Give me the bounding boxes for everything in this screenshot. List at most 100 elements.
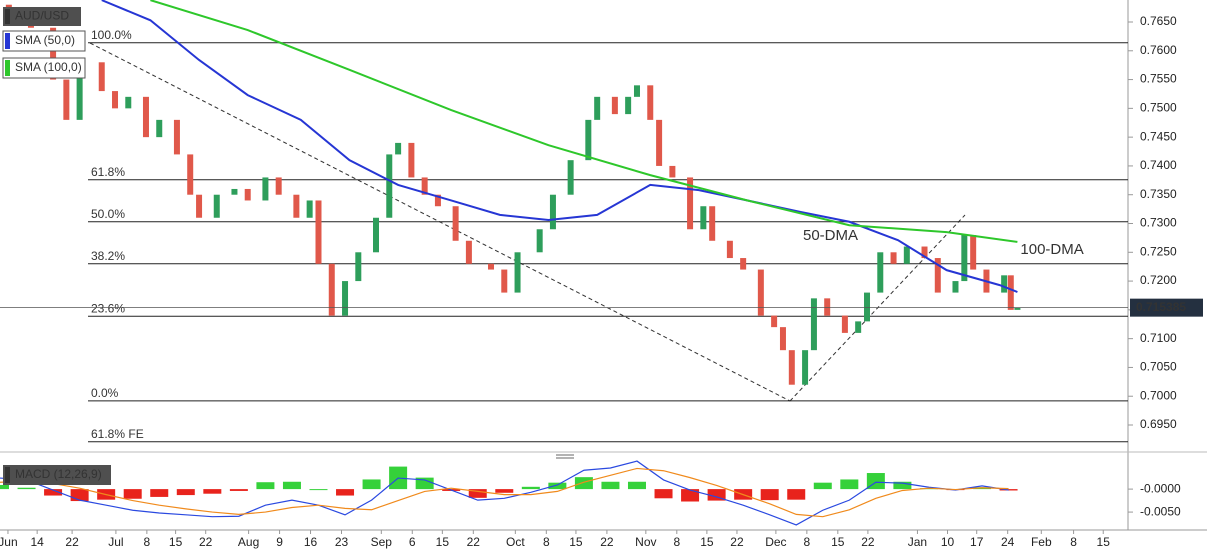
panel-grip[interactable] xyxy=(556,454,574,459)
candle xyxy=(112,91,119,109)
candle xyxy=(408,142,415,178)
histogram-bar xyxy=(627,481,646,490)
histogram-bar xyxy=(309,489,328,491)
candle xyxy=(824,298,831,316)
histogram-bar xyxy=(468,489,487,498)
y-tick-label: 0.7100 xyxy=(1140,331,1177,345)
histogram-bar xyxy=(415,477,434,490)
x-tick-label: 14 xyxy=(30,535,44,549)
histogram-bar xyxy=(17,487,36,490)
legend-swatch xyxy=(5,9,10,24)
candle xyxy=(779,327,786,351)
histogram-bar xyxy=(44,489,63,496)
ma-label: 50-DMA xyxy=(803,227,858,244)
histogram-bar xyxy=(123,489,142,499)
candle xyxy=(726,240,733,259)
last-price-box xyxy=(1130,298,1203,317)
y-tick-label: 0.6950 xyxy=(1140,417,1177,431)
histogram-bar xyxy=(574,477,593,490)
candle xyxy=(196,194,203,218)
histogram-bar xyxy=(548,482,567,490)
candle xyxy=(585,119,592,161)
candle xyxy=(173,119,180,155)
candle xyxy=(647,85,654,120)
fib-label: 61.8% FE xyxy=(91,427,144,441)
candle xyxy=(855,321,862,333)
candle xyxy=(514,252,521,293)
x-tick-label: 22 xyxy=(467,535,481,549)
candle xyxy=(802,350,809,385)
candle xyxy=(788,350,795,385)
histogram-bar xyxy=(362,479,381,490)
candle xyxy=(1001,275,1008,293)
x-tick-label: Jun xyxy=(0,535,18,549)
candle xyxy=(709,206,716,241)
candle xyxy=(501,269,508,293)
candle xyxy=(549,194,556,230)
candle xyxy=(567,160,574,195)
histogram-bar xyxy=(495,489,514,493)
macd-panel xyxy=(0,460,1018,526)
y-tick-label: 0.7400 xyxy=(1140,158,1177,172)
candle xyxy=(125,96,132,109)
candle xyxy=(961,235,968,282)
candle xyxy=(633,85,640,97)
macd-title: MACD (12,26,9) xyxy=(15,467,102,481)
legend-swatch xyxy=(5,467,10,483)
fib-label: 61.8% xyxy=(91,165,125,179)
candle xyxy=(50,27,57,80)
candle xyxy=(1007,275,1014,310)
price-panel: 100.0% 61.8% 50.0% 38.2% 23.6% 0.0% 61.8% FE xyxy=(0,0,1128,443)
y-tick-label: 0.7200 xyxy=(1140,273,1177,287)
candle xyxy=(952,281,959,293)
x-tick-label: 23 xyxy=(335,535,349,549)
candle xyxy=(890,252,897,264)
histogram-bar xyxy=(893,481,912,490)
legend-label: SMA (100,0) xyxy=(15,60,82,74)
candle xyxy=(687,177,694,230)
histogram-bar xyxy=(336,489,355,496)
histogram-bar xyxy=(0,484,9,490)
fib-label: 100.0% xyxy=(91,28,132,42)
x-tick-label: 22 xyxy=(861,535,875,549)
candle xyxy=(275,177,282,195)
histogram-bar xyxy=(787,489,806,500)
candle xyxy=(625,96,632,115)
x-tick-label: Jan xyxy=(908,535,927,549)
x-tick-label: 6 xyxy=(409,535,416,549)
candle xyxy=(421,177,428,195)
x-tick-label: 15 xyxy=(700,535,714,549)
legend-box xyxy=(2,57,86,79)
y-tick-label: 0.7050 xyxy=(1140,360,1177,374)
x-tick-label: 17 xyxy=(970,535,984,549)
macd-line xyxy=(0,460,1009,526)
histogram-bar xyxy=(601,481,620,490)
x-tick-label: 24 xyxy=(1001,535,1015,549)
x-tick-label: Feb xyxy=(1031,535,1052,549)
candle xyxy=(386,154,393,218)
candle xyxy=(465,240,472,264)
candle xyxy=(395,142,402,155)
legend-swatch xyxy=(5,33,10,49)
y-tick-label: 0.7500 xyxy=(1140,101,1177,115)
histogram-bar xyxy=(707,489,726,501)
x-tick-label: 9 xyxy=(276,535,283,549)
x-tick-label: 8 xyxy=(1070,535,1077,549)
x-tick-label: 15 xyxy=(436,535,450,549)
candle xyxy=(934,258,941,293)
histogram-bar xyxy=(760,489,779,501)
candle xyxy=(213,194,220,218)
histogram-bar xyxy=(150,489,169,497)
candle xyxy=(355,252,362,282)
y-tick-label: 0.7300 xyxy=(1140,216,1177,230)
x-tick-label: Sep xyxy=(371,535,393,549)
candle xyxy=(536,229,543,253)
x-tick-label: Nov xyxy=(635,535,656,549)
candle xyxy=(864,292,871,322)
x-tick-label: Aug xyxy=(238,535,259,549)
candle xyxy=(231,188,238,195)
legend-label: AUD/USD xyxy=(15,9,69,23)
x-tick-label: 15 xyxy=(569,535,583,549)
